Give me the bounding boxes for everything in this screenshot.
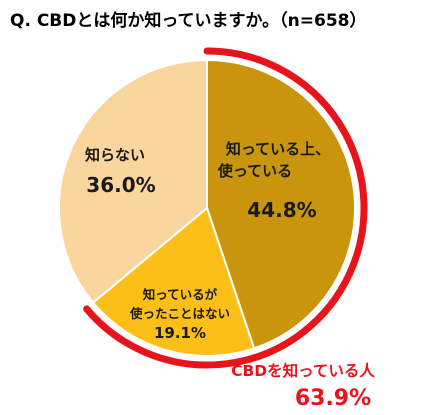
slice-label-1-line-1: 知っている上、 xyxy=(226,140,330,158)
pie-slice-1 xyxy=(206,58,356,350)
slice-percent-1: 44.8% xyxy=(247,198,316,222)
pie-slice-2 xyxy=(91,206,256,357)
pie-slice-3 xyxy=(58,58,208,305)
highlight-arc xyxy=(83,47,368,369)
highlight-label: CBDを知っている人 xyxy=(231,361,375,380)
slice-label-2-line-2: 使ったことはない xyxy=(129,306,230,321)
chart-title: Q. CBDとは何か知っていますか。（n=658） xyxy=(10,11,367,31)
pie-slices xyxy=(58,58,356,357)
slice-percent-2: 19.1% xyxy=(154,324,206,342)
slice-label-3-line-1: 知らない xyxy=(85,146,145,164)
highlight-percent: 63.9% xyxy=(295,386,371,411)
slice-label-1-line-2: 使っている xyxy=(217,162,292,180)
slice-label-2-line-1: 知っているが xyxy=(142,287,218,302)
slice-percent-3: 36.0% xyxy=(86,173,155,197)
